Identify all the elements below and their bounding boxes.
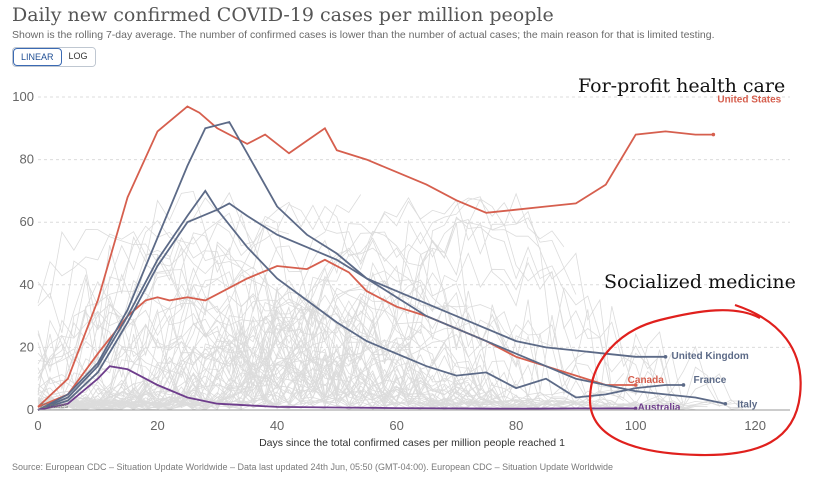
background-line bbox=[37, 348, 517, 408]
series-end-point bbox=[681, 383, 686, 387]
x-tick-label: 60 bbox=[389, 418, 403, 433]
y-tick-label: 0 bbox=[27, 402, 34, 417]
background-line bbox=[37, 318, 636, 410]
series-end-point bbox=[633, 406, 638, 411]
y-tick-label: 80 bbox=[20, 152, 34, 167]
background-country-lines bbox=[37, 190, 744, 411]
x-tick-label: 120 bbox=[744, 418, 766, 433]
series-end-point bbox=[663, 354, 668, 359]
background-line bbox=[37, 379, 481, 411]
background-line bbox=[37, 194, 362, 410]
series-label-italy: Italy bbox=[737, 400, 757, 411]
x-tick-label: 20 bbox=[150, 418, 164, 433]
series-end-point bbox=[723, 401, 728, 406]
x-tick-label: 100 bbox=[625, 418, 647, 433]
series-labels: United States Canada United Kingdom France I… bbox=[628, 95, 782, 414]
background-line bbox=[37, 334, 433, 409]
series-line-italy bbox=[37, 120, 726, 411]
series-line-canada bbox=[37, 258, 636, 408]
background-line bbox=[37, 201, 421, 410]
series-label-australia: Australia bbox=[638, 402, 681, 413]
corner-label: 22 cases bbox=[40, 403, 69, 410]
series-end-point bbox=[711, 132, 716, 137]
background-line bbox=[37, 225, 457, 410]
background-line bbox=[37, 350, 576, 409]
y-tick-label: 60 bbox=[20, 214, 34, 229]
background-line bbox=[37, 294, 469, 411]
annotation-for-profit: For-profit health care bbox=[578, 75, 785, 97]
series-line-united-states bbox=[37, 105, 714, 408]
scale-toggle: LINEAR LOG bbox=[12, 47, 96, 67]
series-end-point bbox=[633, 383, 638, 387]
background-line bbox=[37, 191, 445, 403]
background-line bbox=[37, 279, 672, 409]
background-line bbox=[37, 222, 445, 401]
background-line bbox=[37, 199, 529, 411]
x-tick-label: 0 bbox=[34, 418, 41, 433]
y-tick-label: 40 bbox=[20, 277, 34, 292]
background-line bbox=[37, 307, 326, 408]
y-tick-label: 20 bbox=[20, 339, 34, 354]
series-lines bbox=[37, 105, 728, 411]
grid-lines bbox=[38, 96, 790, 348]
x-tick-label: 80 bbox=[509, 418, 523, 433]
x-tick-label: 40 bbox=[270, 418, 284, 433]
log-scale-button[interactable]: LOG bbox=[61, 48, 95, 66]
series-label-united-states: United States bbox=[717, 95, 781, 106]
series-line-france bbox=[37, 208, 684, 411]
background-line bbox=[37, 306, 290, 410]
linear-scale-button[interactable]: LINEAR bbox=[13, 48, 62, 66]
series-line-australia bbox=[37, 365, 636, 411]
x-axis-title: Days since the total confirmed cases per… bbox=[259, 437, 565, 449]
background-line bbox=[37, 236, 517, 410]
hand-drawn-circle bbox=[588, 303, 802, 457]
background-line bbox=[37, 348, 744, 410]
series-label-united-kingdom: United Kingdom bbox=[672, 351, 749, 362]
y-tick-label: 100 bbox=[12, 89, 34, 104]
background-line bbox=[37, 333, 624, 410]
series-line-united-kingdom bbox=[37, 189, 666, 411]
annotation-socialized: Socialized medicine bbox=[604, 271, 796, 293]
background-line bbox=[37, 231, 541, 407]
chart-title: Daily new confirmed COVID-19 cases per m… bbox=[12, 4, 554, 26]
axis-ticks: 0 20 40 60 80 100 0 20 40 60 80 100 120 bbox=[12, 89, 766, 433]
source-note: Source: European CDC – Situation Update … bbox=[12, 462, 614, 472]
background-line bbox=[37, 190, 302, 351]
background-line bbox=[37, 297, 493, 410]
series-label-canada: Canada bbox=[628, 375, 665, 386]
series-label-france: France bbox=[693, 375, 726, 386]
chart-subtitle: Shown is the rolling 7-day average. The … bbox=[12, 29, 715, 41]
